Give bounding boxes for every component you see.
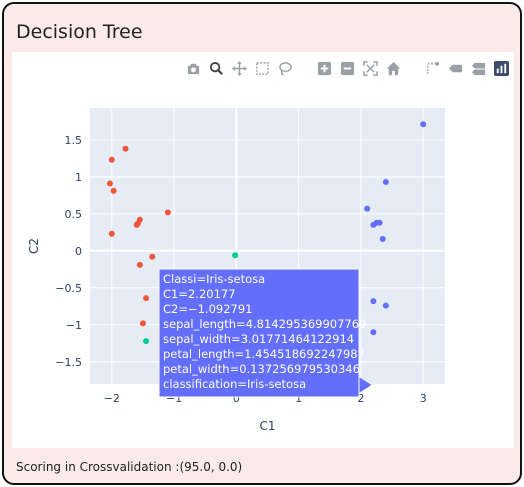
zoom-in-icon[interactable] — [316, 60, 333, 77]
hover-closest-icon[interactable] — [447, 60, 464, 77]
y-tick-label: 1.5 — [65, 134, 83, 147]
plotly-logo-icon[interactable] — [493, 60, 510, 77]
data-point[interactable] — [382, 302, 389, 309]
tooltip-line: Classi=Iris-setosa — [163, 272, 265, 286]
x-tick-label: −2 — [104, 392, 120, 405]
tooltip-line: C1=2.20177 — [163, 287, 236, 301]
scatter-chart[interactable]: −2 −1 0 1 2 31.510.50−0.5−1−1.5C1C2Classi=Iri… — [12, 52, 514, 448]
data-point[interactable] — [106, 180, 113, 187]
pan-icon[interactable] — [231, 60, 248, 77]
data-point[interactable] — [143, 295, 150, 302]
data-point[interactable] — [108, 230, 115, 237]
data-point[interactable] — [420, 121, 427, 128]
data-point[interactable] — [232, 252, 239, 259]
tooltip-line: petal_length=1.454518692247987 — [163, 347, 365, 361]
data-point[interactable] — [164, 209, 171, 216]
data-point[interactable] — [139, 320, 146, 327]
data-point[interactable] — [143, 338, 150, 345]
data-point[interactable] — [379, 235, 386, 242]
data-point[interactable] — [364, 205, 371, 212]
autoscale-icon[interactable] — [362, 60, 379, 77]
x-axis-label: C1 — [259, 419, 275, 433]
data-point[interactable] — [370, 221, 377, 228]
hover-compare-icon[interactable] — [470, 60, 487, 77]
data-point[interactable] — [133, 221, 140, 228]
data-point[interactable] — [108, 156, 115, 163]
y-axis-label: C2 — [27, 238, 41, 254]
page-title: Decision Tree — [16, 21, 143, 43]
data-point[interactable] — [370, 298, 377, 305]
data-point[interactable] — [110, 187, 117, 194]
camera-icon[interactable] — [185, 60, 202, 77]
tooltip-line: C2=−1.092791 — [163, 302, 253, 316]
data-point[interactable] — [149, 253, 156, 260]
data-point[interactable] — [136, 261, 143, 268]
data-point[interactable] — [122, 145, 129, 152]
tooltip-line: sepal_length=4.814295369907769 — [163, 317, 366, 331]
reset-axes-icon[interactable] — [385, 60, 402, 77]
x-tick-label: 0 — [233, 392, 240, 405]
y-tick-label: 0 — [75, 245, 82, 258]
zoom-out-icon[interactable] — [339, 60, 356, 77]
data-point[interactable] — [370, 329, 377, 336]
box-select-icon[interactable] — [254, 60, 271, 77]
modebar — [185, 60, 510, 77]
crossvalidation-score: Scoring in Crossvalidation :(95.0, 0.0) — [16, 460, 243, 474]
data-point[interactable] — [376, 219, 383, 226]
y-tick-label: 1 — [75, 171, 82, 184]
y-tick-label: −0.5 — [55, 282, 82, 295]
tooltip-line: classification=Iris-setosa — [163, 377, 306, 391]
x-tick-label: 2 — [357, 392, 364, 405]
y-tick-label: −1.5 — [55, 356, 82, 369]
lasso-select-icon[interactable] — [277, 60, 294, 77]
x-tick-label: 1 — [295, 392, 302, 405]
data-point[interactable] — [382, 178, 389, 185]
plot-container: −2 −1 0 1 2 3 1.5 1 0.5 0 −0.5 −1 −1.5 C1 C2 Classi=Iri… — [12, 52, 514, 448]
x-tick-label: 3 — [420, 392, 427, 405]
tooltip-pointer — [359, 377, 372, 393]
y-tick-label: −1 — [66, 319, 82, 332]
tooltip-line: petal_width=0.137256979530346 — [163, 362, 360, 376]
y-tick-label: 0.5 — [65, 208, 83, 221]
hover-tooltip — [158, 268, 360, 398]
spike-lines-icon[interactable] — [424, 60, 441, 77]
zoom-icon[interactable] — [208, 60, 225, 77]
tooltip-line: sepal_width=3.01771464122914 — [163, 332, 354, 346]
